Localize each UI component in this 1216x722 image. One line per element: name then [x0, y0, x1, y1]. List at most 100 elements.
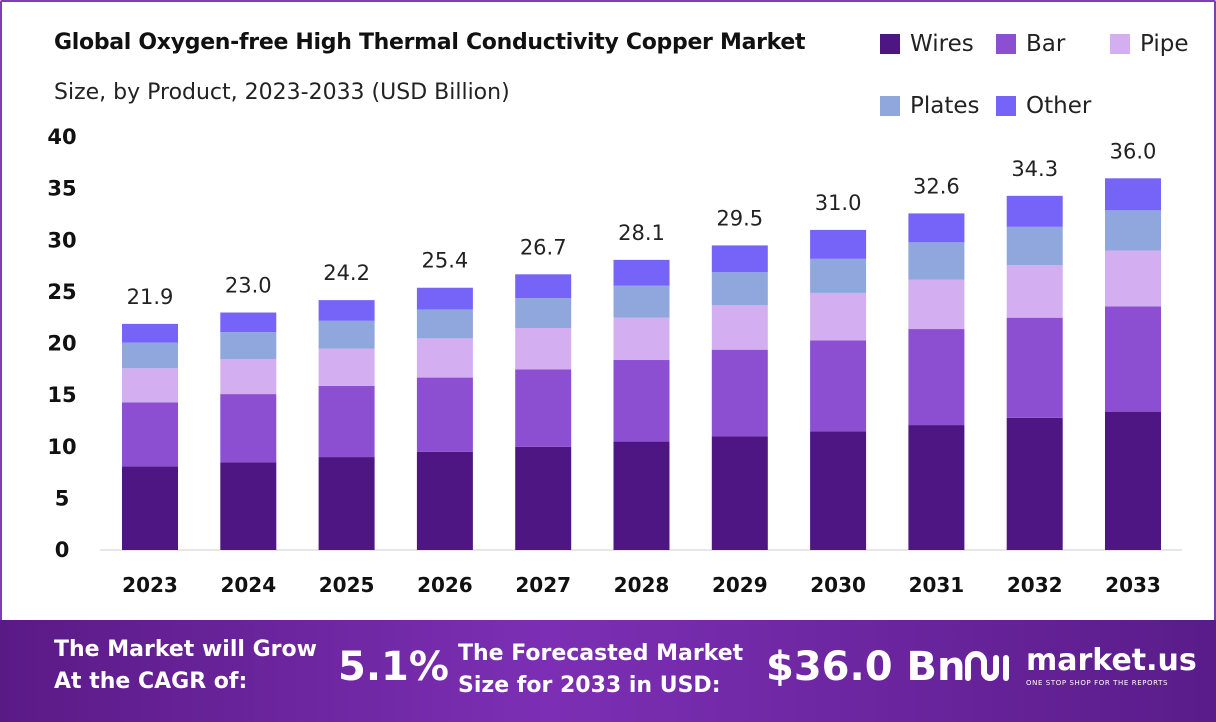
bar-segment-other	[711, 245, 768, 273]
footer-banner: The Market will Grow At the CAGR of: 5.1…	[0, 620, 1216, 722]
bar-segment-pipe	[416, 338, 473, 378]
market-us-logo-icon	[965, 651, 1009, 681]
bar-segment-wires	[1006, 417, 1063, 550]
bar-segment-other	[220, 312, 277, 333]
cagr-label-line2: At the CAGR of:	[54, 669, 248, 694]
bar-segment-pipe	[1006, 265, 1063, 318]
y-tick-label: 15	[47, 383, 76, 407]
brand-name: market.us	[1026, 642, 1197, 678]
bar-segment-bar	[1105, 306, 1161, 412]
x-tick-label: 2023	[122, 573, 178, 597]
bar-total-label: 29.5	[716, 206, 763, 230]
x-tick-label: 2025	[319, 573, 375, 597]
bar-total-label: 21.9	[127, 285, 174, 309]
bar-segment-wires	[318, 457, 375, 550]
bar-segment-other	[122, 323, 178, 343]
bar-segment-bar	[1006, 317, 1063, 418]
bar-segment-other	[515, 274, 572, 299]
x-tick-label: 2027	[515, 573, 571, 597]
bar-segment-pipe	[1105, 250, 1161, 307]
bar-segment-wires	[613, 441, 670, 550]
bar-segment-plates	[613, 285, 670, 318]
bar-segment-other	[908, 213, 965, 243]
stacked-bar-chart: 051015202530354021.9202323.0202424.22025…	[47, 125, 1182, 597]
legend-swatch-other	[996, 96, 1016, 116]
brand-logo: market.us ONE STOP SHOP FOR THE REPORTS	[962, 644, 1197, 688]
y-tick-label: 10	[47, 435, 76, 459]
bar-total-label: 23.0	[225, 274, 272, 298]
forecast-value: $36.0 Bn	[766, 644, 966, 690]
legend-item-wires: Wires	[880, 31, 974, 57]
x-tick-label: 2033	[1105, 573, 1161, 597]
forecast-label-line1: The Forecasted Market	[458, 641, 744, 666]
bar-segment-plates	[1105, 210, 1161, 251]
bar-segment-pipe	[810, 292, 867, 341]
bar-total-label: 31.0	[815, 191, 862, 215]
forecast-label: The Forecasted Market Size for 2033 in U…	[458, 638, 743, 702]
bar-segment-other	[1105, 178, 1161, 211]
bar-segment-plates	[122, 342, 178, 369]
legend-swatch-plates	[880, 96, 900, 116]
bar-segment-pipe	[515, 328, 572, 370]
bar-segment-bar	[515, 369, 572, 447]
chart-title: Global Oxygen-free High Thermal Conducti…	[54, 30, 806, 55]
bar-segment-pipe	[613, 317, 670, 361]
bar-segment-wires	[220, 462, 277, 550]
legend-swatch-pipe	[1110, 34, 1130, 54]
bar-segment-bar	[711, 349, 768, 437]
y-tick-label: 30	[47, 228, 76, 252]
legend-swatch-bar	[996, 34, 1016, 54]
legend-label-other: Other	[1026, 93, 1092, 119]
bar-segment-wires	[416, 451, 473, 550]
y-tick-label: 20	[47, 332, 76, 356]
bar-segment-plates	[416, 309, 473, 339]
bar-segment-pipe	[711, 305, 768, 350]
legend-label-wires: Wires	[910, 31, 974, 57]
legend-swatch-wires	[880, 34, 900, 54]
bar-segment-bar	[416, 377, 473, 452]
bar-segment-bar	[810, 340, 867, 432]
legend-item-bar: Bar	[996, 31, 1065, 57]
bar-segment-wires	[515, 446, 572, 550]
x-tick-label: 2026	[417, 573, 473, 597]
cagr-label: The Market will Grow At the CAGR of:	[54, 634, 317, 698]
bar-segment-other	[318, 300, 375, 321]
cagr-label-line1: The Market will Grow	[54, 637, 317, 662]
x-tick-label: 2028	[614, 573, 670, 597]
y-tick-label: 0	[55, 538, 70, 562]
y-tick-label: 25	[47, 280, 76, 304]
bar-total-label: 32.6	[913, 174, 960, 198]
bar-segment-plates	[515, 298, 572, 329]
bar-total-label: 24.2	[323, 261, 370, 285]
bar-segment-bar	[318, 385, 375, 458]
forecast-label-line2: Size for 2033 in USD:	[458, 673, 721, 698]
bar-segment-bar	[613, 360, 670, 442]
bar-segment-wires	[122, 466, 178, 550]
x-tick-label: 2029	[712, 573, 768, 597]
legend-label-plates: Plates	[910, 93, 980, 119]
y-tick-label: 40	[47, 125, 76, 149]
y-tick-label: 5	[55, 486, 70, 510]
bar-segment-other	[416, 287, 473, 310]
chart-subtitle: Size, by Product, 2023-2033 (USD Billion…	[54, 80, 510, 105]
bar-total-label: 26.7	[520, 235, 567, 259]
legend-item-plates: Plates	[880, 93, 980, 119]
bar-total-label: 36.0	[1110, 139, 1157, 163]
brand-text: market.us ONE STOP SHOP FOR THE REPORTS	[1026, 642, 1197, 687]
x-tick-label: 2031	[909, 573, 965, 597]
brand-tagline: ONE STOP SHOP FOR THE REPORTS	[1026, 678, 1169, 687]
bar-segment-pipe	[318, 348, 375, 386]
y-tick-label: 35	[47, 177, 76, 201]
bar-segment-wires	[711, 436, 768, 550]
bar-segment-other	[810, 229, 867, 259]
bar-segment-pipe	[220, 358, 277, 395]
bar-segment-plates	[908, 242, 965, 280]
legend-item-other: Other	[996, 93, 1091, 119]
bar-total-label: 25.4	[422, 249, 469, 273]
bar-segment-bar	[220, 394, 277, 463]
bar-total-label: 34.3	[1011, 157, 1058, 181]
bar-segment-pipe	[908, 279, 965, 330]
bar-segment-bar	[122, 402, 178, 467]
bar-segment-plates	[1006, 226, 1063, 266]
legend-label-pipe: Pipe	[1140, 31, 1189, 57]
